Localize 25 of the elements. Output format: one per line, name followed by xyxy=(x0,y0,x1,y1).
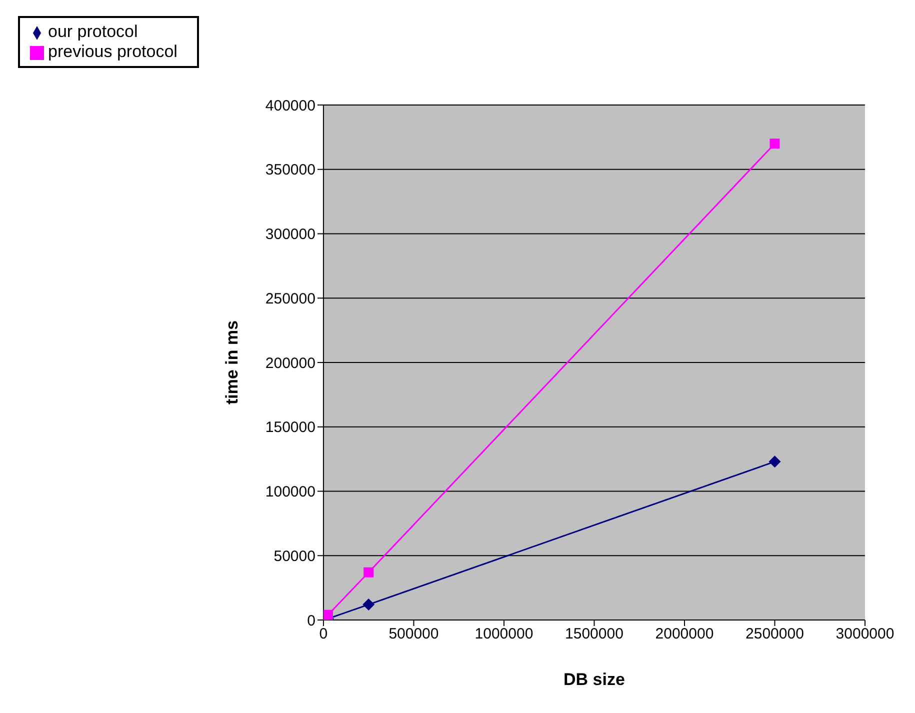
x-tick-label: 3000000 xyxy=(836,626,894,643)
x-axis-title: DB size xyxy=(564,670,625,689)
y-tick-label: 100000 xyxy=(265,484,316,501)
y-tick-label: 150000 xyxy=(265,419,316,436)
point xyxy=(323,610,333,620)
x-tick-label: 2000000 xyxy=(655,626,714,643)
y-tick-label: 200000 xyxy=(265,354,316,372)
x-tick-label: 0 xyxy=(319,626,328,643)
point xyxy=(364,567,374,578)
y-tick-label: 300000 xyxy=(265,226,316,244)
point xyxy=(770,138,780,149)
y-tick-label: 400000 xyxy=(265,97,316,114)
x-tick-label: 2500000 xyxy=(746,626,804,643)
y-tick-label: 0 xyxy=(307,612,316,630)
point xyxy=(768,456,781,468)
y-tick-label: 350000 xyxy=(265,162,316,179)
x-tick-label: 500000 xyxy=(388,626,439,643)
y-tick-label: 50000 xyxy=(274,548,316,565)
x-tick-label: 1000000 xyxy=(474,626,534,643)
x-tick-label: 1500000 xyxy=(565,626,624,643)
y-tick-label: 250000 xyxy=(265,290,316,308)
legend-label: previous protocol xyxy=(48,42,178,61)
legend-label: our protocol xyxy=(48,22,138,41)
y-axis-title: time in ms xyxy=(222,320,242,405)
point xyxy=(362,598,375,611)
